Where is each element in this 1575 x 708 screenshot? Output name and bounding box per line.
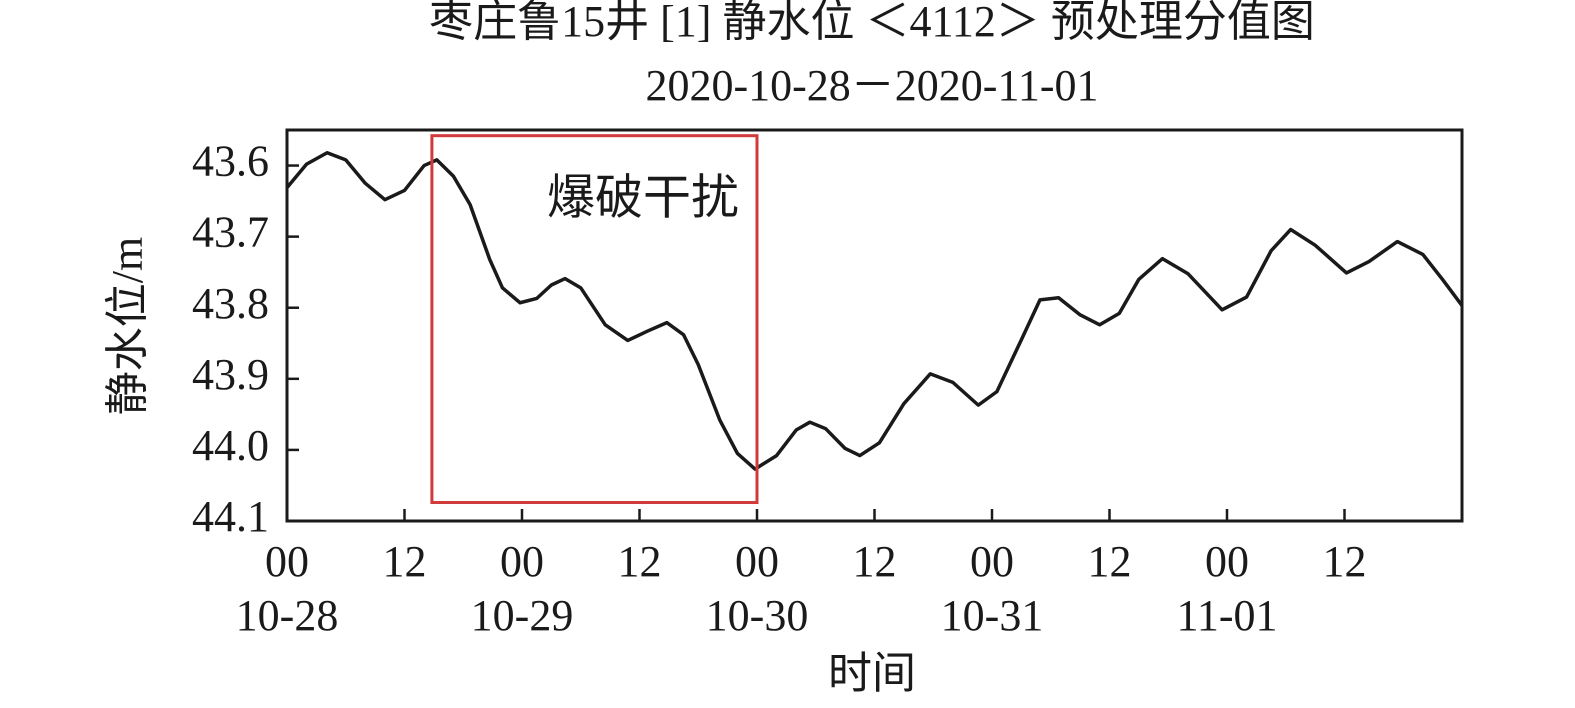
x-date-label: 11-01 [1176,591,1277,640]
x-date-label: 10-28 [236,591,339,640]
x-tick-label: 00 [735,537,779,586]
x-tick-label: 12 [383,537,427,586]
annotation-box [430,134,759,505]
data-line [285,150,1464,471]
x-date-label: 10-31 [941,591,1044,640]
y-tick-label: 43.9 [192,350,269,399]
y-tick-label: 44.1 [192,492,269,541]
x-tick-label: 12 [1323,537,1367,586]
y-axis-label: 静水位/m [103,237,152,415]
x-date-label: 10-29 [471,591,574,640]
y-tick-label: 43.8 [192,279,269,328]
x-tick-label: 00 [500,537,544,586]
chart-title: 枣庄鲁15井 [1] 静水位 ＜4112＞ 预处理分值图 [429,0,1315,46]
x-date-label: 10-30 [706,591,809,640]
x-tick-label: 12 [853,537,897,586]
x-tick-label: 12 [1088,537,1132,586]
x-tick-label: 12 [618,537,662,586]
x-tick-label: 00 [1205,537,1249,586]
x-tick-label: 00 [970,537,1014,586]
x-axis-label: 时间 [828,649,916,698]
y-tick-label: 44.0 [192,421,269,470]
plot-frame [285,128,1464,523]
chart-subtitle: 2020-10-28－2020-11-01 [646,61,1099,110]
y-tick-label: 43.7 [192,208,269,257]
annotation-text: 爆破干扰 [547,172,739,225]
y-tick-label: 43.6 [192,137,269,186]
x-tick-label: 00 [265,537,309,586]
